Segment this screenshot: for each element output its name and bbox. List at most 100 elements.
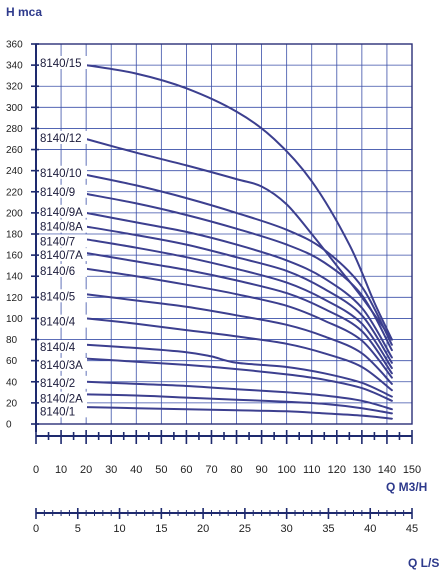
x-tick-label: 0	[33, 464, 39, 476]
y-tick-label: 240	[6, 166, 23, 177]
curve-label-text: 8140/6	[40, 266, 75, 278]
y-tick-label: 320	[6, 82, 23, 93]
y-tick-label: 340	[6, 61, 23, 72]
x-tick-label: 110	[303, 464, 321, 476]
curve-label-text: 8140/1	[40, 406, 75, 418]
curve-8140-3a	[85, 357, 393, 402]
curve-label-text: 8140/2A	[40, 394, 83, 406]
x2-tick-label: 5	[75, 523, 81, 535]
curve-8140-1	[85, 406, 393, 420]
curve-label-text: 8140/15	[40, 58, 82, 70]
x-tick-label: 80	[230, 464, 242, 476]
curve-label-text: 8140/12	[40, 133, 82, 145]
curve-label-11: 8140/4	[39, 339, 87, 354]
curve-8140-5	[85, 293, 393, 385]
x2-tick-label: 25	[239, 523, 251, 535]
x-tick-label: 90	[255, 464, 267, 476]
y-tick-label: 300	[6, 103, 23, 114]
y-tick-label: 260	[6, 145, 23, 156]
curve-label-text: 8140/10	[40, 168, 82, 180]
curve-labels: 8140/15 8140/12 8140/10 8140/9 8140/9A 8140/8…	[39, 56, 87, 418]
curve-label-bg	[39, 184, 87, 198]
curve-8140-9a	[85, 211, 393, 359]
curve-label-bg	[39, 263, 87, 277]
curve-label-text: 8140/4	[40, 317, 76, 329]
pump-curves	[85, 64, 393, 420]
y-tick-label: 120	[6, 293, 23, 304]
x-axis-ls: 0 5 10 15 20 25 30 35 40 45	[33, 508, 418, 535]
x2-tick-label: 10	[113, 523, 125, 535]
x-tick-label: 50	[155, 464, 167, 476]
y-axis-title: H mca	[6, 5, 42, 19]
x-tick-label: 20	[80, 464, 92, 476]
x2-tick-label: 15	[155, 523, 167, 535]
curve-8140-15	[85, 64, 393, 341]
curve-8140-10	[85, 173, 393, 346]
curve-label-9: 8140/5	[39, 289, 87, 303]
x-tick-label: 60	[180, 464, 192, 476]
x-tick-label: 120	[328, 464, 346, 476]
curve-label-text: 8140/7	[40, 236, 75, 248]
curve-label-10: 8140/4	[39, 314, 87, 329]
curve-label-2: 8140/10	[39, 165, 87, 180]
curve-label-bg	[39, 130, 87, 144]
curve-label-bg	[39, 248, 87, 262]
curve-8140-7a	[85, 252, 393, 375]
y-tick-label: 200	[6, 208, 23, 219]
curve-label-8: 8140/6	[39, 263, 87, 278]
curve-label-5: 8140/8A	[39, 219, 87, 234]
y-tick-label: 280	[6, 124, 23, 135]
curve-8140-4	[85, 317, 393, 392]
x-tick-label: 150	[403, 464, 421, 476]
curve-label-15: 8140/1	[39, 404, 87, 418]
curve-label-bg	[39, 219, 87, 233]
y-tick-label: 0	[6, 420, 12, 431]
y-tick-label: 40	[6, 377, 18, 388]
curve-label-text: 8140/2	[40, 378, 75, 390]
y-tick-label: 220	[6, 187, 23, 198]
x-tick-label: 70	[205, 464, 217, 476]
curve-label-text: 8140/5	[40, 291, 75, 303]
curve-label-text: 8140/4	[40, 342, 76, 354]
x-tick-label: 130	[353, 464, 371, 476]
curve-label-14: 8140/2A	[39, 391, 87, 406]
x2-tick-label: 20	[197, 523, 209, 535]
curve-label-bg	[39, 404, 87, 418]
y-tick-label: 20	[6, 398, 18, 409]
x-axis-m3h: 0 10 20 30 40 50 60 70 80 90 100 110 120 130 140 150	[33, 430, 421, 476]
curve-label-bg	[39, 375, 87, 389]
y-tick-label: 100	[6, 314, 23, 325]
chart-grid	[35, 43, 413, 425]
curve-label-text: 8140/3A	[40, 360, 83, 372]
y-tick-label: 60	[6, 356, 18, 367]
x-tick-label: 40	[130, 464, 142, 476]
x-tick-label: 140	[378, 464, 396, 476]
x2-tick-label: 40	[364, 523, 376, 535]
curve-8140-2a	[85, 393, 393, 415]
x2-tick-label: 0	[33, 523, 39, 535]
curve-label-bg	[39, 339, 87, 353]
curve-label-bg	[39, 357, 87, 371]
curve-label-bg	[39, 165, 87, 179]
y-axis: 0 20 40 60 80 100 120 140 160 180 200 220 240 260 280 3…	[6, 40, 39, 432]
curve-label-bg	[39, 314, 87, 328]
curve-label-7: 8140/7A	[39, 248, 87, 262]
x2-axis-title: Q L/S	[408, 556, 439, 570]
y-tick-label: 180	[6, 230, 23, 241]
x2-tick-label: 30	[281, 523, 293, 535]
curve-label-bg	[39, 391, 87, 405]
x-tick-label: 10	[55, 464, 67, 476]
curve-label-text: 8140/9A	[40, 207, 83, 219]
curve-label-text: 8140/9	[40, 187, 75, 199]
curve-8140-7	[85, 238, 393, 370]
curve-label-4: 8140/9A	[39, 204, 87, 219]
curve-label-0: 8140/15	[39, 56, 87, 70]
curve-8140-6	[85, 267, 393, 379]
curve-8140-8a	[85, 225, 393, 364]
x-tick-label: 30	[105, 464, 117, 476]
y-tick-label: 160	[6, 251, 23, 262]
curve-label-6: 8140/7	[39, 234, 87, 248]
x-tick-label: 100	[277, 464, 295, 476]
curve-label-12: 8140/3A	[39, 357, 87, 372]
